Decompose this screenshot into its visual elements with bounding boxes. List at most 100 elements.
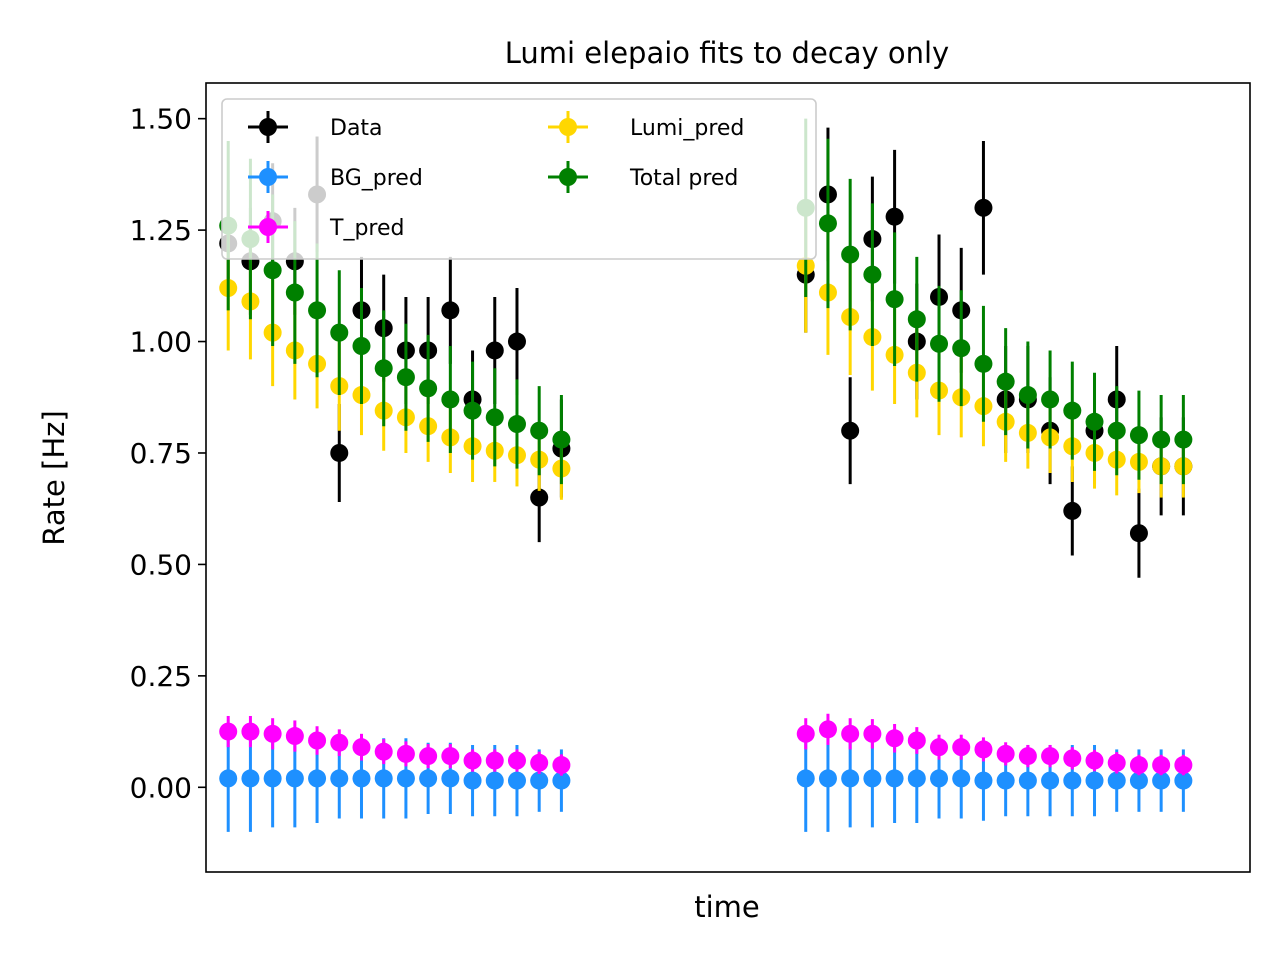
point-total-pred [841, 245, 860, 264]
point-total-pred [1085, 412, 1104, 431]
y-tick-label: 0.25 [130, 660, 192, 693]
legend-entry-lumi-pred: Lumi_pred [548, 111, 744, 143]
point-data [507, 332, 526, 351]
point-t-pred [285, 727, 304, 746]
point-t-pred [841, 724, 860, 743]
point-bg-pred [441, 769, 460, 788]
point-data [441, 301, 460, 320]
point-t-pred [463, 751, 482, 770]
point-bg-pred [396, 769, 415, 788]
point-total-pred [352, 337, 371, 355]
point-total-pred [1063, 401, 1082, 420]
plot-frame [205, 82, 1251, 873]
point-data [974, 198, 993, 217]
point-t-pred [1085, 751, 1104, 770]
legend-label: Data [330, 116, 383, 141]
y-axis-label: Rate [Hz] [37, 410, 71, 545]
chart-title: Lumi elepaio fits to decay only [505, 36, 949, 70]
y-axis: 0.00 0.25 0.50 0.75 1.00 1.25 1.50 [130, 103, 206, 804]
point-total-pred [952, 339, 971, 358]
point-total-pred [930, 334, 949, 353]
point-t-pred [352, 738, 371, 757]
point-t-pred [863, 724, 882, 743]
point-t-pred [1152, 756, 1171, 775]
point-total-pred [330, 323, 349, 342]
point-bg-pred [1018, 771, 1037, 790]
point-bg-pred [1063, 771, 1082, 790]
point-bg-pred [863, 769, 882, 788]
point-data [530, 488, 549, 507]
point-t-pred [485, 751, 504, 770]
point-bg-pred [930, 769, 949, 788]
point-t-pred [952, 738, 971, 757]
point-bg-pred [885, 769, 904, 788]
point-bg-pred [463, 771, 482, 790]
legend-entry-bg-pred: BG_pred [248, 161, 423, 193]
point-bg-pred [1152, 771, 1171, 790]
point-total-pred [396, 368, 415, 387]
point-total-pred [308, 301, 327, 320]
point-t-pred [308, 731, 327, 750]
point-bg-pred [308, 769, 327, 788]
point-bg-pred [1085, 771, 1104, 790]
point-t-pred [441, 747, 460, 766]
legend-label: Lumi_pred [630, 116, 744, 141]
legend-label: Total pred [629, 166, 738, 191]
point-bg-pred [530, 771, 549, 790]
point-t-pred [1174, 756, 1193, 775]
point-bg-pred [285, 769, 304, 788]
legend: Data BG_pred T_pred Lumi_pred Total pred [221, 98, 817, 260]
point-data [485, 341, 504, 360]
point-total-pred [463, 401, 482, 420]
legend-marker-dot [559, 118, 577, 136]
legend-label: T_pred [329, 216, 404, 241]
point-total-pred [507, 415, 526, 434]
point-t-pred [930, 738, 949, 757]
point-total-pred [374, 359, 393, 378]
point-total-pred [818, 214, 837, 233]
point-bg-pred [952, 769, 971, 788]
point-t-pred [996, 744, 1015, 763]
y-tick-label: 1.50 [130, 103, 192, 136]
point-total-pred [530, 421, 549, 440]
point-total-pred [974, 354, 993, 373]
point-total-pred [996, 372, 1015, 391]
series-total-pred [219, 118, 1193, 485]
point-t-pred [1018, 747, 1037, 766]
point-total-pred [419, 379, 438, 398]
point-bg-pred [841, 769, 860, 788]
point-total-pred [285, 283, 304, 302]
legend-entry-t-pred: T_pred [248, 211, 404, 243]
point-data [885, 207, 904, 226]
x-axis-label: time [694, 890, 760, 924]
point-bg-pred [485, 771, 504, 790]
point-bg-pred [552, 771, 571, 790]
point-t-pred [1107, 753, 1126, 772]
point-bg-pred [352, 769, 371, 788]
point-t-pred [507, 751, 526, 770]
point-bg-pred [419, 769, 438, 788]
point-bg-pred [1107, 771, 1126, 790]
point-total-pred [885, 290, 904, 309]
point-bg-pred [507, 771, 526, 790]
point-t-pred [419, 747, 438, 766]
point-t-pred [1041, 747, 1060, 766]
point-bg-pred [219, 769, 238, 788]
point-total-pred [1018, 386, 1037, 405]
point-bg-pred [907, 769, 926, 788]
y-tick-label: 0.50 [130, 548, 192, 581]
point-total-pred [907, 310, 926, 329]
point-t-pred [263, 724, 282, 743]
legend-entry-total-pred: Total pred [548, 161, 738, 193]
point-bg-pred [1129, 771, 1148, 790]
point-total-pred [1041, 390, 1060, 409]
point-t-pred [1063, 749, 1082, 768]
point-total-pred [552, 430, 571, 449]
point-t-pred [907, 731, 926, 750]
point-t-pred [1129, 756, 1148, 775]
legend-label: BG_pred [330, 166, 423, 191]
point-bg-pred [1174, 771, 1193, 790]
point-t-pred [974, 740, 993, 759]
y-tick-label: 1.25 [130, 214, 192, 247]
